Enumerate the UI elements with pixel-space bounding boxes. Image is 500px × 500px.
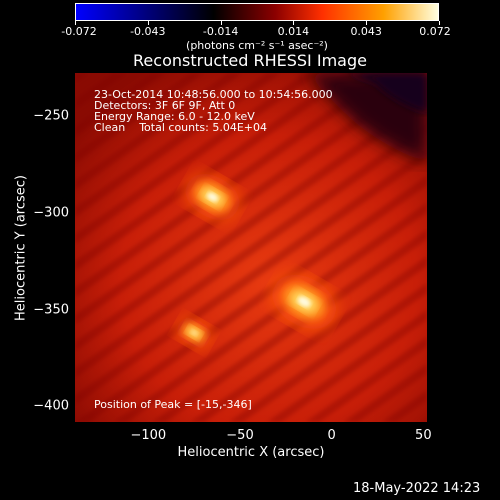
flare-source bbox=[272, 274, 336, 329]
clean-counts-text: Clean Total counts: 5.04E+04 bbox=[94, 121, 268, 134]
flare-source bbox=[185, 174, 240, 220]
y-tick-label: −250 bbox=[33, 108, 69, 124]
y-axis-label: Heliocentric Y (arcsec) bbox=[13, 175, 29, 321]
colorbar-tick-label: 0.072 bbox=[419, 25, 451, 38]
rhessi-image-canvas bbox=[75, 73, 427, 422]
colorbar-tick bbox=[366, 21, 368, 25]
colorbar-tick bbox=[75, 21, 76, 25]
colorbar-tick bbox=[147, 21, 149, 25]
x-axis-label: Heliocentric X (arcsec) bbox=[177, 445, 325, 460]
rhessi-image bbox=[75, 73, 427, 422]
colorbar-tick bbox=[220, 21, 222, 25]
x-tick-label: 0 bbox=[327, 428, 336, 443]
energy-range-text: Energy Range: 6.0 - 12.0 keV bbox=[94, 110, 255, 123]
flare-source bbox=[176, 318, 212, 348]
colorbar-tick-label: -0.014 bbox=[202, 25, 239, 38]
colorbar-tick-label: 0.043 bbox=[350, 25, 382, 38]
plot-title: Reconstructed RHESSI Image bbox=[133, 51, 367, 70]
time-range-text: 23-Oct-2014 10:48:56.000 to 10:54:56.000 bbox=[94, 88, 333, 101]
x-tick-label: −100 bbox=[130, 428, 167, 443]
y-tick-label: −300 bbox=[33, 205, 69, 221]
colorbar-units: (photons cm⁻² s⁻¹ asec⁻²) bbox=[186, 39, 328, 52]
timestamp: 18-May-2022 14:23 bbox=[353, 481, 481, 496]
sources-layer bbox=[176, 174, 336, 348]
x-tick-label: −50 bbox=[226, 428, 254, 443]
colorbar-tick bbox=[293, 21, 295, 25]
colorbar-tick-label: 0.014 bbox=[277, 25, 310, 38]
detectors-text: Detectors: 3F 6F 9F, Att 0 bbox=[94, 99, 236, 112]
colorbar-tick-label: -0.072 bbox=[61, 25, 97, 38]
colorbar-tick bbox=[439, 21, 440, 25]
colorbar-tick-label: -0.043 bbox=[130, 25, 166, 38]
x-tick-label: 50 bbox=[415, 428, 432, 443]
y-tick-label: −350 bbox=[33, 302, 69, 318]
colorbar bbox=[75, 3, 439, 21]
peak-position-text: Position of Peak = [-15,-346] bbox=[94, 398, 252, 411]
y-tick-label: −400 bbox=[33, 398, 69, 414]
